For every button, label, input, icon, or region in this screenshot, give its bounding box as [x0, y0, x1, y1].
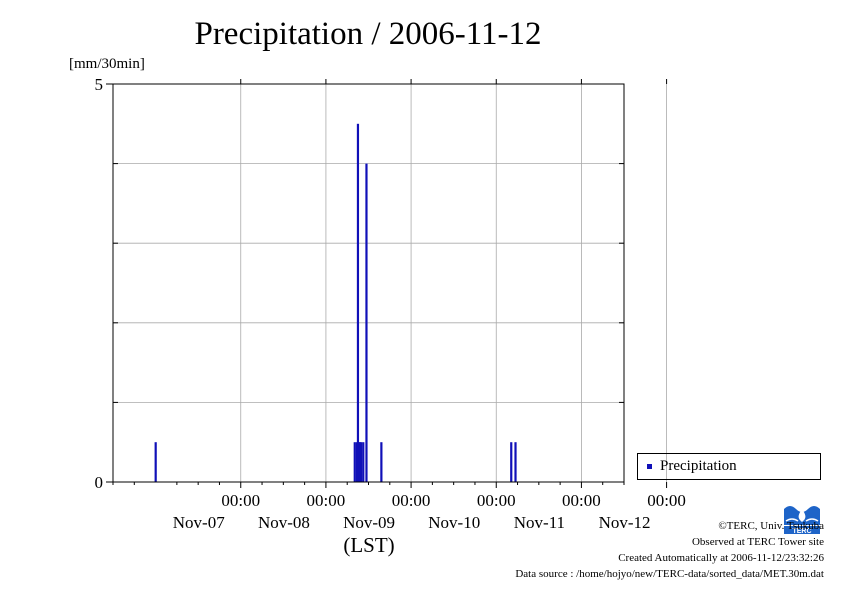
precipitation-bar [514, 442, 517, 482]
axis-ticks [106, 79, 668, 488]
precipitation-bar [356, 123, 360, 483]
x-tick-date-label: Nov-07 [173, 513, 225, 532]
precipitation-bar [360, 442, 363, 482]
terc-logo-icon: TERC [782, 503, 822, 535]
x-tick-time-label: 00:00 [392, 491, 431, 510]
x-tick-time-label: 00:00 [562, 491, 601, 510]
x-tick-date-label: Nov-12 [599, 513, 651, 532]
x-tick-date-label: Nov-11 [514, 513, 565, 532]
y-tick-label: 5 [95, 75, 104, 94]
x-tick-time-label: 00:00 [307, 491, 346, 510]
precipitation-bar [353, 442, 356, 482]
observed-text: Observed at TERC Tower site [691, 536, 824, 548]
x-tick-date-label: Nov-08 [258, 513, 310, 532]
x-tick-date-label: Nov-10 [428, 513, 480, 532]
precipitation-bar [510, 442, 513, 482]
source-text: Data source : /home/hojyo/new/TERC-data/… [515, 568, 824, 580]
precipitation-bar [154, 442, 157, 482]
y-axis-unit: [mm/30min] [69, 56, 145, 72]
precipitation-bar [365, 163, 368, 482]
x-tick-time-label: 00:00 [647, 491, 686, 510]
chart-title: Precipitation / 2006-11-12 [194, 16, 542, 52]
x-tick-time-label: 00:00 [477, 491, 516, 510]
x-tick-time-label: 00:00 [221, 491, 260, 510]
legend-label: Precipitation [660, 458, 737, 474]
precipitation-bar [380, 442, 383, 482]
grid-lines [113, 84, 667, 482]
legend: Precipitation [637, 453, 821, 480]
legend-swatch [647, 464, 652, 469]
credits: ©TERC, Univ. Tsukuba Observed at TERC To… [515, 518, 824, 582]
copyright-text: ©TERC, Univ. Tsukuba [718, 520, 824, 532]
axis-labels: 0 5 00:00 Nov-07 00:00 Nov-08 00:00 Nov-09 00:00… [95, 75, 686, 532]
precipitation-bars [154, 123, 517, 483]
x-axis-label: (LST) [343, 533, 394, 557]
svg-text:TERC: TERC [792, 528, 811, 535]
precipitation-bar [362, 442, 365, 482]
x-tick-date-label: Nov-09 [343, 513, 395, 532]
created-text: Created Automatically at 2006-11-12/23:3… [618, 552, 824, 564]
y-tick-label: 0 [95, 473, 104, 492]
plot-frame [112, 83, 625, 483]
